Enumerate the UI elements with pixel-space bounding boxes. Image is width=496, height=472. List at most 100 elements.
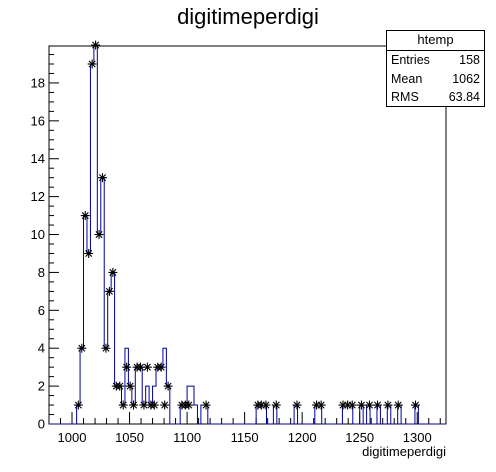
- marker-stroke: [157, 363, 165, 371]
- marker-stroke: [317, 401, 325, 409]
- data-point: [104, 286, 114, 296]
- stats-row-mean: Mean 1062: [387, 70, 484, 89]
- data-point: [316, 400, 326, 410]
- data-point: [87, 59, 97, 69]
- marker-stroke: [130, 401, 138, 409]
- marker-stroke: [357, 401, 365, 409]
- data-point: [149, 400, 159, 410]
- stats-label: RMS: [391, 90, 419, 104]
- y-tick-label: 12: [31, 189, 45, 204]
- data-point: [73, 400, 83, 410]
- marker-stroke: [143, 363, 151, 371]
- data-point: [184, 400, 194, 410]
- marker-stroke: [411, 401, 420, 409]
- data-point: [122, 362, 132, 372]
- x-tick-label: 1200: [288, 430, 317, 445]
- data-markers: [73, 40, 421, 410]
- data-point: [364, 400, 374, 410]
- data-point: [383, 400, 393, 410]
- marker-stroke: [150, 401, 158, 409]
- data-point: [118, 400, 128, 410]
- marker-stroke: [136, 363, 145, 371]
- marker-stroke: [365, 401, 374, 409]
- stats-value: 158: [459, 53, 480, 67]
- data-point: [135, 362, 145, 372]
- marker-stroke: [185, 401, 193, 409]
- data-point: [156, 362, 166, 372]
- histogram-series: [49, 44, 446, 425]
- data-point: [142, 362, 152, 372]
- data-point: [356, 400, 366, 410]
- y-tick-label: 0: [38, 417, 45, 432]
- marker-stroke: [394, 401, 402, 409]
- y-tick-label: 14: [31, 151, 45, 166]
- marker-stroke: [78, 344, 86, 352]
- marker-stroke: [95, 230, 103, 239]
- marker-stroke: [202, 401, 210, 409]
- stats-value: 63.84: [448, 90, 480, 104]
- y-tick-label: 4: [38, 341, 45, 356]
- marker-stroke: [161, 401, 169, 409]
- y-tick-label: 2: [38, 379, 45, 394]
- x-tick-label: 1250: [345, 430, 374, 445]
- marker-stroke: [272, 401, 280, 409]
- y-tick-label: 6: [38, 303, 45, 318]
- marker-stroke: [105, 287, 113, 295]
- marker-stroke: [109, 268, 117, 276]
- marker-stroke: [126, 382, 134, 390]
- marker-stroke: [74, 401, 82, 409]
- stats-row-rms: RMS 63.84: [387, 88, 484, 107]
- data-point: [84, 248, 94, 258]
- marker-stroke: [116, 382, 124, 390]
- marker-stroke: [384, 401, 392, 409]
- stats-value: 1062: [452, 71, 480, 86]
- marker-stroke: [88, 60, 96, 68]
- data-point: [347, 400, 357, 410]
- data-point: [292, 400, 302, 410]
- data-point: [115, 381, 125, 391]
- x-tick-label: 1300: [403, 430, 432, 445]
- marker-stroke: [123, 363, 131, 371]
- data-point: [271, 400, 281, 410]
- x-tick-label: 1050: [115, 430, 144, 445]
- data-point: [393, 400, 403, 410]
- data-point: [94, 230, 104, 240]
- x-tick-label: 1150: [231, 430, 259, 445]
- stats-label: Mean: [391, 71, 423, 86]
- data-point: [411, 400, 421, 410]
- stats-label: Entries: [391, 53, 430, 67]
- data-point: [163, 381, 173, 391]
- data-point: [160, 400, 170, 410]
- marker-stroke: [293, 401, 301, 409]
- marker-stroke: [85, 249, 93, 258]
- data-point: [129, 400, 139, 410]
- y-tick-label: 10: [31, 227, 45, 242]
- y-tick-label: 8: [38, 265, 45, 280]
- stats-row-entries: Entries 158: [387, 51, 484, 70]
- data-point: [80, 211, 90, 221]
- data-point: [373, 400, 383, 410]
- marker-stroke: [348, 401, 356, 409]
- data-point: [98, 173, 108, 183]
- marker-stroke: [262, 401, 270, 409]
- marker-stroke: [92, 41, 100, 49]
- histogram-outline: [49, 44, 446, 425]
- marker-stroke: [102, 344, 110, 352]
- y-tick-label: 16: [31, 113, 45, 128]
- x-axis-label: digitimeperdigi: [362, 444, 446, 459]
- y-tick-label: 18: [31, 75, 45, 90]
- marker-stroke: [81, 212, 89, 220]
- data-point: [201, 400, 211, 410]
- data-point: [125, 381, 135, 391]
- marker-stroke: [98, 174, 107, 182]
- data-point: [261, 400, 271, 410]
- data-point: [108, 267, 118, 277]
- x-tick-label: 1000: [58, 430, 87, 445]
- data-point: [91, 40, 101, 50]
- data-point: [101, 343, 111, 353]
- marker-stroke: [164, 382, 172, 390]
- chart-title: digitimeperdigi: [177, 4, 319, 29]
- data-point: [77, 343, 87, 353]
- stats-box: htemp Entries 158 Mean 1062 RMS 63.84: [386, 30, 485, 107]
